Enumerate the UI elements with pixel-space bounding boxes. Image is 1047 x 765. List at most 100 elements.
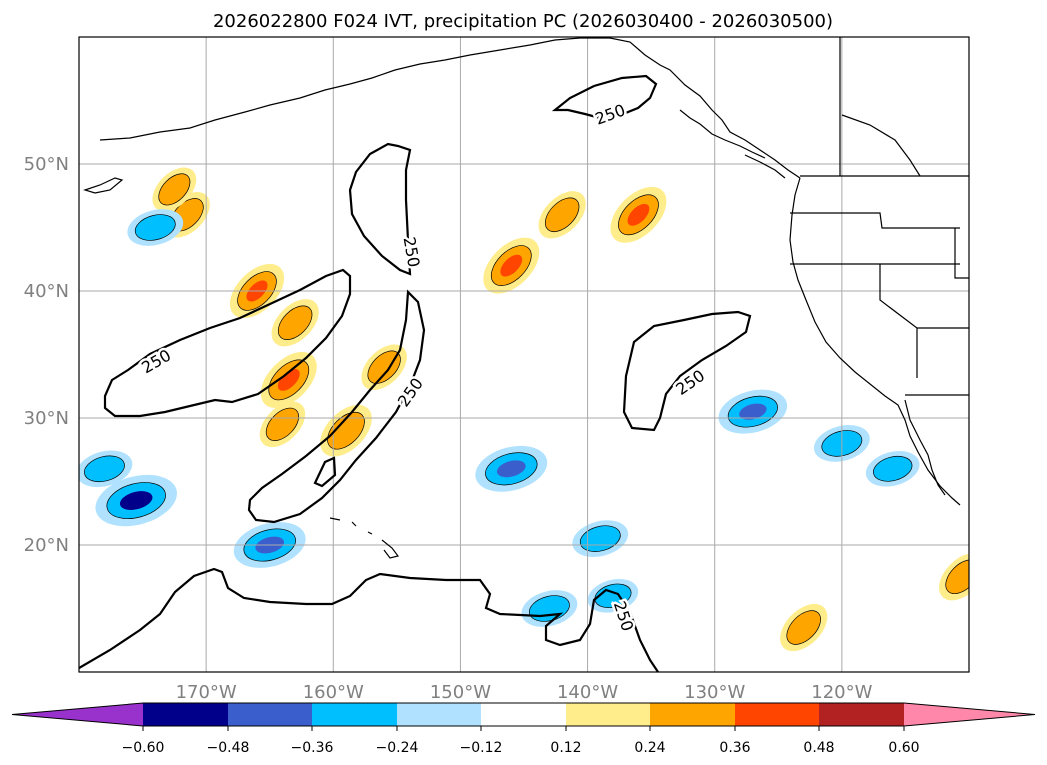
- precip-blob-core: [273, 415, 292, 434]
- precip-blob: [538, 191, 586, 239]
- colorbar-tick-label: 0.12: [550, 740, 581, 756]
- ivt-contour-south: [79, 567, 659, 672]
- precip-blob: [780, 603, 828, 652]
- ivt-contours: [79, 74, 752, 672]
- colorbar-extend-low: [12, 703, 143, 726]
- precip-blob-core: [119, 491, 153, 510]
- nevada-border: [879, 264, 918, 378]
- colorbar-extend-high: [904, 703, 1035, 726]
- precip-blob-core: [602, 589, 624, 602]
- lat-tick-label: 20°N: [24, 535, 69, 556]
- precip-blob: [475, 445, 548, 492]
- baja-peninsula: [904, 399, 946, 496]
- lon-tick-label: 120°W: [811, 682, 872, 703]
- precip-blob-core: [335, 420, 357, 441]
- colorbar-tick-label: −0.12: [460, 740, 503, 756]
- alaska-aleutian-coast: [99, 37, 801, 179]
- colorbar-segment: [650, 703, 735, 726]
- precip-blob-core: [496, 460, 526, 478]
- colorbar: [11, 702, 1036, 727]
- ivt-contour-mid-pacific: [622, 310, 752, 432]
- precip-blob: [271, 299, 319, 347]
- precip-blob: [865, 451, 920, 487]
- precip-blob: [939, 553, 969, 601]
- precip-blob-core: [93, 462, 116, 476]
- ivt-contour-north-arc: [348, 142, 412, 276]
- precip-blob: [127, 209, 184, 246]
- map-frame: [78, 36, 970, 673]
- colorbar-tick-label: 0.60: [888, 740, 919, 756]
- colorbar-segment: [312, 703, 397, 726]
- precip-blob-core: [277, 368, 300, 391]
- contour-label-gulf-alaska: 250: [593, 100, 628, 128]
- precip-blob-core: [285, 313, 305, 332]
- precip-blob-core: [375, 358, 393, 377]
- colorbar-segment: [819, 703, 904, 726]
- canada-interior: [839, 37, 921, 177]
- precip-blob-core: [627, 203, 650, 226]
- precip-blob: [320, 404, 372, 457]
- chart-title: 2026022800 F024 IVT, precipitation PC (2…: [213, 11, 833, 32]
- contour-label-south: 250: [610, 599, 638, 634]
- contour-labels: 250 250 250 250 250 250: [136, 98, 711, 636]
- colorbar-tick-label: −0.36: [291, 740, 334, 756]
- lat-tick-label: 40°N: [24, 281, 69, 302]
- longitude-labels: 170°W 160°W 150°W 140°W 130°W 120°W: [176, 682, 873, 703]
- precip-blob-core: [178, 205, 196, 224]
- precip-blob: [260, 351, 317, 408]
- colorbar-tick-label: 0.36: [719, 740, 750, 756]
- lon-tick-label: 160°W: [303, 682, 364, 703]
- precip-blob: [572, 520, 629, 558]
- precip-blob: [95, 474, 177, 527]
- colorbar-segment: [397, 703, 481, 726]
- hawaii-islands: [329, 517, 400, 559]
- precip-blob: [521, 590, 578, 627]
- precip-blob-core: [882, 462, 904, 476]
- coastlines: [83, 37, 969, 559]
- ivt-contour-west: [103, 268, 352, 418]
- precip-blob-core: [500, 254, 523, 277]
- lon-tick-label: 130°W: [684, 682, 745, 703]
- colorbar-tick-label: 0.24: [634, 740, 665, 756]
- precip-blob-core: [165, 180, 183, 198]
- colorbar-segment: [143, 703, 228, 726]
- precipitation-blobs: [79, 167, 969, 652]
- precip-blob: [79, 450, 133, 488]
- latitude-labels: 20°N 30°N 40°N 50°N: [24, 154, 69, 556]
- colorbar-segment: [228, 703, 312, 726]
- precip-blob-core: [794, 618, 813, 637]
- washington-oregon-border: [790, 212, 960, 229]
- gridlines: [79, 37, 969, 672]
- map-area: 250 250 250 250 250 250: [79, 37, 969, 672]
- precip-blob: [259, 401, 306, 448]
- precip-blob-core: [552, 205, 572, 224]
- lon-tick-label: 140°W: [557, 682, 618, 703]
- north-america-west-coast: [789, 177, 961, 506]
- ivt-contour-gulf-alaska: [551, 74, 658, 120]
- precip-blob-core: [589, 531, 612, 546]
- precip-blob-core: [953, 567, 969, 586]
- lon-tick-label: 170°W: [176, 682, 237, 703]
- ivt-contour-small: [313, 456, 337, 488]
- lat-tick-label: 30°N: [24, 408, 69, 429]
- ivt-contour-central: [247, 289, 426, 524]
- kamchatka-fragment: [83, 177, 124, 194]
- precip-blob: [610, 186, 667, 243]
- colorbar-tick-label: −0.24: [376, 740, 419, 756]
- colorbar-segment: [481, 703, 566, 726]
- contour-label-mid-pacific: 250: [672, 366, 708, 399]
- idaho-border: [954, 228, 969, 279]
- colorbar-tick-label: −0.60: [122, 740, 165, 756]
- colorbar-tick-label: −0.48: [207, 740, 250, 756]
- colorbar-tick-labels: −0.60 −0.48 −0.36 −0.24 −0.12 0.12 0.24 0.36 0.4…: [122, 726, 920, 756]
- lat-tick-label: 50°N: [24, 154, 69, 175]
- precip-blob-core: [144, 220, 167, 235]
- precip-blob: [152, 167, 197, 212]
- precip-blob: [718, 389, 788, 434]
- bc-islands: [679, 109, 766, 159]
- contour-label-west: 250: [138, 346, 174, 378]
- colorbar-tick-label: 0.48: [803, 740, 834, 756]
- contour-label-north-arc: 250: [399, 235, 423, 268]
- precip-blob-core: [538, 601, 561, 616]
